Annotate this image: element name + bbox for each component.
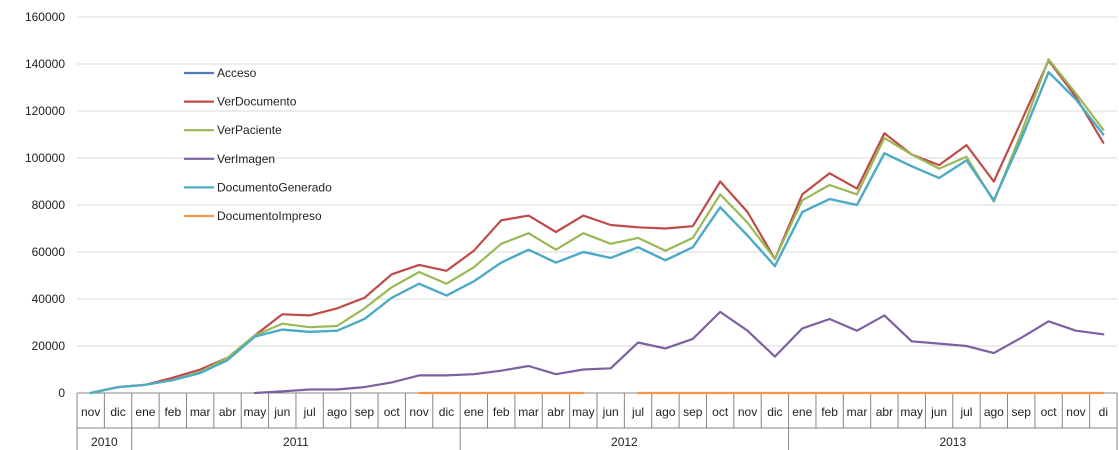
month-tick-label: abr xyxy=(547,405,564,419)
month-tick-label: ago xyxy=(984,405,1004,419)
month-tick-label: nov xyxy=(1066,405,1085,419)
month-tick-label: ene xyxy=(464,405,484,419)
month-tick-label: sep xyxy=(355,405,375,419)
year-tick-label: 2013 xyxy=(939,435,966,449)
legend-label: Acceso xyxy=(217,66,257,80)
month-tick-label: feb xyxy=(493,405,510,419)
month-tick-label: oct xyxy=(712,405,729,419)
series-verpaciente-line xyxy=(89,58,1105,395)
series-lines xyxy=(89,58,1105,395)
month-tick-label: jun xyxy=(602,405,619,419)
month-tick-label: jul xyxy=(959,405,972,419)
y-tick-label: 20000 xyxy=(32,339,66,353)
month-tick-label: abr xyxy=(219,405,236,419)
month-tick-label: di xyxy=(1099,405,1108,419)
month-tick-label: sep xyxy=(683,405,703,419)
year-tick-label: 2011 xyxy=(283,435,309,449)
y-tick-label: 0 xyxy=(58,386,65,400)
year-tick-label: 2012 xyxy=(611,435,638,449)
month-tick-label: jun xyxy=(273,405,290,419)
month-tick-label: feb xyxy=(164,405,181,419)
legend-label: DocumentoGenerado xyxy=(217,180,332,194)
month-tick-label: ago xyxy=(655,405,675,419)
month-tick-label: dic xyxy=(767,405,782,419)
y-tick-label: 140000 xyxy=(25,57,65,71)
legend-label: DocumentoImpreso xyxy=(217,209,322,223)
legend: Acceso VerDocumento VerPaciente VerImagen Do… xyxy=(184,66,332,223)
month-tick-label: jun xyxy=(930,405,947,419)
y-axis-tick-labels: 0 20000 40000 60000 80000 100000 120000 140000 1… xyxy=(25,10,65,400)
y-tick-label: 160000 xyxy=(25,10,65,24)
legend-label: VerPaciente xyxy=(217,123,282,137)
y-tick-label: 120000 xyxy=(25,104,65,118)
month-tick-label: oct xyxy=(384,405,401,419)
month-tick-label: mar xyxy=(847,405,868,419)
month-tick-label: oct xyxy=(1041,405,1058,419)
month-tick-label: nov xyxy=(409,405,428,419)
month-tick-label: may xyxy=(572,405,595,419)
month-tick-label: sep xyxy=(1012,405,1032,419)
month-tick-label: jul xyxy=(631,405,644,419)
y-tick-label: 100000 xyxy=(25,151,65,165)
y-tick-label: 60000 xyxy=(32,245,66,259)
month-tick-label: jul xyxy=(303,405,316,419)
series-verdocumento-line xyxy=(89,59,1105,395)
month-tick-label: nov xyxy=(738,405,757,419)
month-tick-label: abr xyxy=(876,405,893,419)
x-axis: nov dic ene feb mar abr may jun jul ago sep oct nov d… xyxy=(76,392,1118,450)
month-tick-label: ago xyxy=(327,405,347,419)
month-tick-label: dic xyxy=(110,405,125,419)
month-tick-label: dic xyxy=(439,405,454,419)
y-tick-label: 80000 xyxy=(32,198,66,212)
month-tick-label: mar xyxy=(190,405,211,419)
series-documentogenerado-line xyxy=(89,71,1105,395)
month-tick-label: ene xyxy=(792,405,812,419)
month-tick-label: may xyxy=(900,405,923,419)
month-tick-label: mar xyxy=(518,405,539,419)
legend-label: VerImagen xyxy=(217,152,275,166)
year-tick-label: 2010 xyxy=(91,435,118,449)
month-tick-label: feb xyxy=(821,405,838,419)
month-tick-label: may xyxy=(244,405,267,419)
y-tick-label: 40000 xyxy=(32,292,66,306)
gridlines xyxy=(77,16,1117,347)
series-verimagen-line xyxy=(253,310,1105,395)
month-tick-label: ene xyxy=(135,405,155,419)
month-tick-label: nov xyxy=(81,405,100,419)
legend-label: VerDocumento xyxy=(217,95,297,109)
